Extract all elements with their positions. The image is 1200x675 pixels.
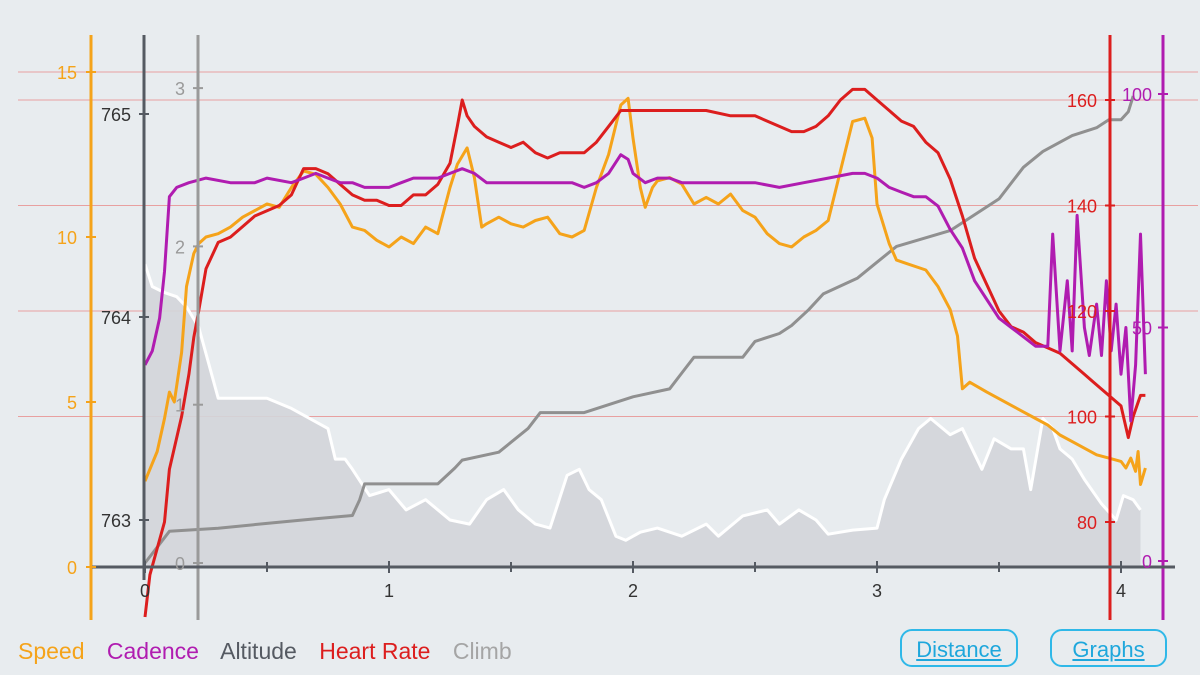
cadence-tick-label: 0 bbox=[1142, 552, 1152, 572]
series-altitude-line bbox=[143, 263, 1142, 542]
altitude-tick-label: 763 bbox=[101, 511, 131, 531]
series-lines bbox=[143, 87, 1147, 618]
x-tick-label: 1 bbox=[384, 581, 394, 601]
distance-button[interactable]: Distance bbox=[900, 629, 1018, 667]
climb-fill-area bbox=[145, 264, 1141, 567]
x-tick-label: 0 bbox=[140, 581, 150, 601]
legend-climb: Climb bbox=[452, 638, 512, 664]
altitude-tick-label: 764 bbox=[101, 308, 131, 328]
heart-rate-gridlines bbox=[18, 71, 1198, 417]
chart-axes bbox=[86, 35, 1175, 620]
series-cadence-line bbox=[143, 153, 1147, 423]
heart-rate-tick-label: 120 bbox=[1067, 302, 1097, 322]
speed-tick-label: 10 bbox=[57, 228, 77, 248]
legend-altitude: Altitude bbox=[220, 638, 297, 664]
heart-rate-tick-label: 140 bbox=[1067, 197, 1097, 217]
heart-rate-tick-label: 100 bbox=[1067, 408, 1097, 428]
tick-labels: 0 1 2 3 405101576376476501238010012014016005… bbox=[57, 63, 1152, 601]
x-tick-label: 4 bbox=[1116, 581, 1126, 601]
climb-tick-label: 2 bbox=[175, 237, 185, 257]
legend-speed: Speed bbox=[18, 638, 85, 664]
climb-tick-label: 0 bbox=[175, 554, 185, 574]
series-climb-line bbox=[143, 95, 1135, 564]
series-heart-rate-line bbox=[143, 87, 1146, 618]
cadence-tick-label: 50 bbox=[1132, 319, 1152, 339]
altitude-area bbox=[145, 264, 1141, 567]
climb-tick-label: 1 bbox=[175, 396, 185, 416]
cadence-tick-label: 100 bbox=[1122, 85, 1152, 105]
heart-rate-tick-label: 80 bbox=[1077, 513, 1097, 533]
altitude-tick-label: 765 bbox=[101, 105, 131, 125]
speed-tick-label: 5 bbox=[67, 393, 77, 413]
legend-heart-rate: Heart Rate bbox=[319, 638, 431, 664]
speed-tick-label: 0 bbox=[67, 558, 77, 578]
x-tick-label: 3 bbox=[872, 581, 882, 601]
speed-tick-label: 15 bbox=[57, 63, 77, 83]
graphs-button[interactable]: Graphs bbox=[1050, 629, 1167, 667]
heart-rate-tick-label: 160 bbox=[1067, 91, 1097, 111]
climb-tick-label: 3 bbox=[175, 79, 185, 99]
legend: Speed Cadence Altitude Heart Rate Climb bbox=[18, 638, 528, 665]
legend-cadence: Cadence bbox=[106, 638, 199, 664]
x-tick-label: 2 bbox=[628, 581, 638, 601]
